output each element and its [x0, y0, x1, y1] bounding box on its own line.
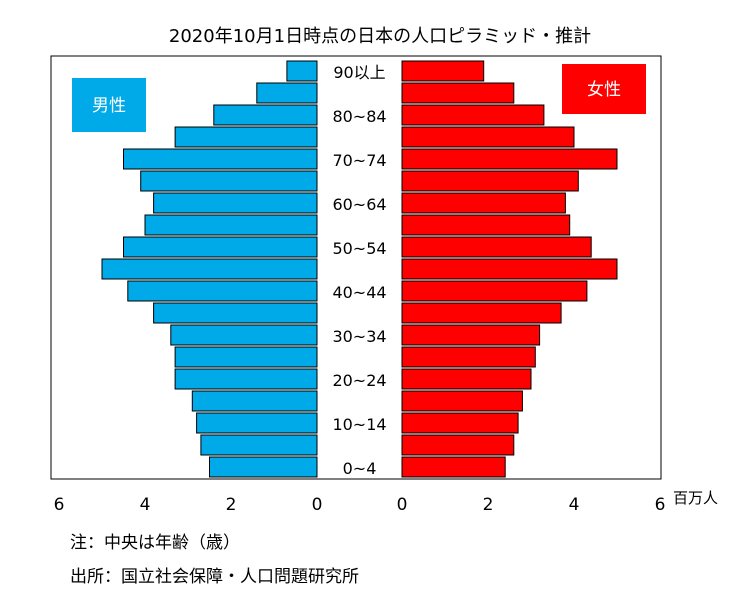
female-bar-10~14 [401, 412, 519, 434]
male-bar-90以上 [286, 60, 318, 82]
legend-male-label: 男性 [92, 96, 126, 116]
female-bar-30~34 [401, 324, 541, 346]
male-bar-0~4 [209, 456, 318, 478]
legend-female-box [562, 64, 646, 114]
note-center-age: 注：中央は年齢（歳） [70, 533, 240, 553]
age-label: 30~34 [332, 327, 386, 346]
female-bar-45~49 [401, 258, 618, 280]
age-label: 20~24 [332, 371, 386, 390]
x-tick-left: 6 [54, 495, 65, 515]
x-tick-right: 2 [483, 495, 494, 515]
age-label: 0~4 [343, 459, 377, 478]
legend-female-label: 女性 [587, 80, 621, 100]
female-bar-90以上 [401, 60, 485, 82]
female-bar-80~84 [401, 104, 545, 126]
female-bar-20~24 [401, 368, 532, 390]
male-bar-30~34 [170, 324, 318, 346]
female-bar-5~9 [401, 434, 515, 456]
male-bar-10~14 [196, 412, 318, 434]
male-bar-45~49 [101, 258, 318, 280]
female-bar-70~74 [401, 148, 618, 170]
female-bar-75~79 [401, 126, 575, 148]
male-bar-80~84 [213, 104, 318, 126]
male-bar-25~29 [174, 346, 318, 368]
male-bar-85~89 [256, 82, 318, 104]
male-bar-50~54 [123, 236, 318, 258]
x-tick-left: 0 [312, 495, 323, 515]
male-bar-5~9 [200, 434, 318, 456]
female-bar-65~69 [401, 170, 579, 192]
male-bar-70~74 [123, 148, 318, 170]
population-pyramid-chart: 2020年10月1日時点の日本の人口ピラミッド・推計 0~4 10~14 20~24… [50, 26, 718, 515]
note-source: 出所：国立社会保障・人口問題研究所 [70, 567, 359, 587]
female-bar-15~19 [401, 390, 523, 412]
x-tick-left: 2 [226, 495, 237, 515]
x-tick-right: 0 [397, 495, 408, 515]
male-bar-60~64 [153, 192, 318, 214]
female-bar-60~64 [401, 192, 566, 214]
x-tick-left: 4 [140, 495, 151, 515]
age-label: 90以上 [333, 63, 385, 82]
male-bar-75~79 [174, 126, 318, 148]
x-axis-ticks: 6 4 2 0 0 2 4 6 [54, 495, 666, 515]
age-labels: 0~4 10~14 20~24 30~34 40~44 50~54 60~64 70~74 80… [332, 63, 386, 478]
male-bar-20~24 [174, 368, 318, 390]
plot-frame [50, 55, 662, 480]
x-tick-right: 4 [569, 495, 580, 515]
female-bar-0~4 [401, 456, 506, 478]
male-bar-35~39 [153, 302, 318, 324]
female-bar-25~29 [401, 346, 536, 368]
chart-title: 2020年10月1日時点の日本の人口ピラミッド・推計 [169, 26, 591, 47]
age-label: 40~44 [332, 283, 386, 302]
x-tick-right: 6 [655, 495, 666, 515]
age-label: 10~14 [332, 415, 386, 434]
age-label: 80~84 [332, 107, 386, 126]
female-bar-50~54 [401, 236, 592, 258]
male-bar-55~59 [144, 214, 318, 236]
female-bar-40~44 [401, 280, 588, 302]
age-label: 60~64 [332, 195, 386, 214]
female-bars [401, 60, 618, 478]
female-bar-55~59 [401, 214, 571, 236]
male-bar-65~69 [140, 170, 318, 192]
age-label: 70~74 [332, 151, 386, 170]
age-label: 50~54 [332, 239, 386, 258]
female-bar-85~89 [401, 82, 515, 104]
male-bar-15~19 [191, 390, 318, 412]
male-bar-40~44 [127, 280, 318, 302]
legend-male-box [72, 78, 146, 132]
male-bars [101, 60, 318, 478]
x-unit-label: 百万人 [673, 489, 718, 507]
female-bar-35~39 [401, 302, 562, 324]
